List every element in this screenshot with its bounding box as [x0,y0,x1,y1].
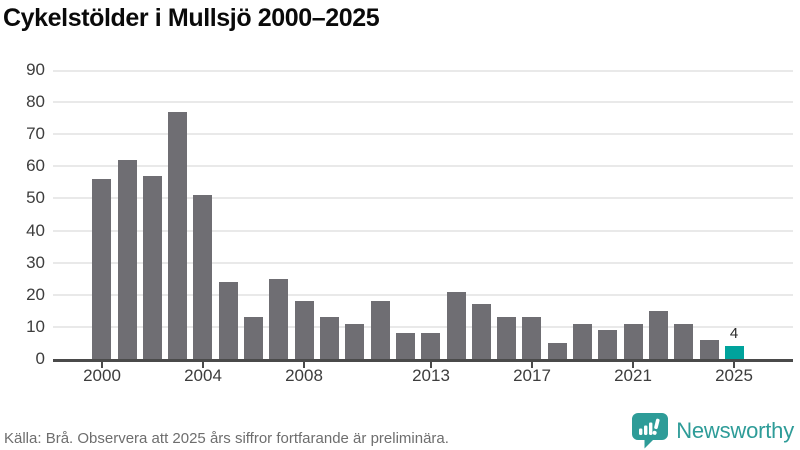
x-axis-label-2025: 2025 [715,366,753,385]
bar-2014 [446,292,466,359]
bar-2024 [699,340,719,359]
x-axis-label-2017: 2017 [513,366,551,385]
y-axis-label-80: 80 [26,92,45,111]
bar-2001 [117,160,137,359]
y-axis-label-70: 70 [26,124,45,143]
chart-title: Cykelstölder i Mullsjö 2000–2025 [3,4,380,32]
bar-2017 [522,317,542,359]
x-axis-tick-2008 [303,362,305,368]
x-axis-line [53,359,793,362]
footer: Källa: Brå. Observera att 2025 års siffr… [0,404,800,450]
bar-2018 [547,343,567,359]
newsworthy-logo-icon [632,413,669,449]
bar-2010 [345,324,365,359]
x-axis-label-2021: 2021 [614,366,652,385]
y-axis-label-60: 60 [26,156,45,175]
y-axis-label-10: 10 [26,317,45,336]
x-axis-label-2008: 2008 [285,366,323,385]
y-axis-label-0: 0 [35,349,45,368]
gridline-10 [53,326,793,328]
y-axis-label-20: 20 [26,285,45,304]
bar-2021 [623,324,643,359]
bar-2007 [269,279,289,359]
x-axis-label-2000: 2000 [83,366,121,385]
y-axis-label-30: 30 [26,253,45,272]
bar-2023 [674,324,694,359]
bar-2005 [218,282,238,359]
y-axis-label-50: 50 [26,188,45,207]
gridline-80 [53,101,793,103]
y-axis-label-40: 40 [26,221,45,240]
x-axis-tick-2000 [101,362,103,368]
x-axis-tick-2021 [632,362,634,368]
logo-bar-chart-glyph [639,418,660,435]
gridline-60 [53,165,793,167]
bar-2004 [193,195,213,359]
bar-2013 [421,333,441,359]
gridline-30 [53,262,793,264]
x-axis-tick-2025 [733,362,735,368]
gridline-40 [53,230,793,232]
bar-2022 [649,311,669,359]
x-axis-tick-2017 [531,362,533,368]
gridline-90 [53,70,793,72]
highlight-value-label: 4 [729,325,739,342]
bar-2025 [724,346,744,359]
x-axis-tick-2004 [202,362,204,368]
gridline-70 [53,133,793,135]
bar-2020 [598,330,618,359]
gridline-50 [53,197,793,199]
bar-chart-plot-area [53,70,793,359]
bar-2000 [92,179,112,359]
bar-2002 [142,176,162,359]
bar-2011 [370,301,390,359]
bar-2012 [395,333,415,359]
bar-2015 [471,304,491,359]
x-axis-label-2013: 2013 [412,366,450,385]
source-note: Källa: Brå. Observera att 2025 års siffr… [4,430,449,447]
bar-2009 [319,317,339,359]
bar-2019 [573,324,593,359]
bar-2008 [294,301,314,359]
x-axis-label-2004: 2004 [184,366,222,385]
newsworthy-logo-text: Newsworthy [676,417,794,443]
gridline-20 [53,294,793,296]
y-axis-label-90: 90 [26,60,45,79]
bar-2006 [244,317,264,359]
bar-2003 [168,112,188,359]
x-axis-tick-2013 [430,362,432,368]
newsworthy-logo: Newsworthy [631,412,794,449]
bar-2016 [497,317,517,359]
